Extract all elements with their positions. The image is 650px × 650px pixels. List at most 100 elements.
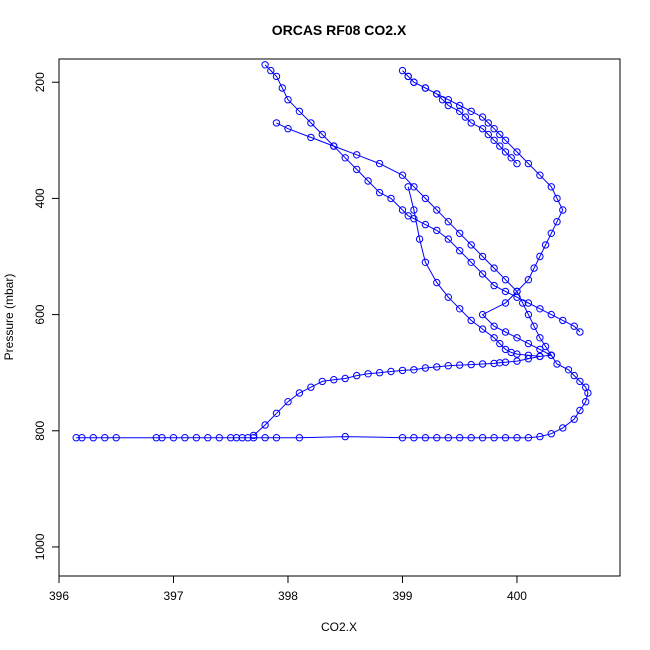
data-point bbox=[576, 328, 584, 336]
data-point bbox=[404, 212, 412, 220]
data-point bbox=[570, 322, 578, 330]
data-point bbox=[232, 434, 241, 442]
data-point bbox=[559, 316, 567, 325]
data-point bbox=[456, 229, 464, 238]
data-point bbox=[438, 96, 447, 104]
data-point bbox=[318, 377, 326, 386]
data-point bbox=[490, 334, 498, 342]
data-point bbox=[547, 229, 555, 238]
data-point bbox=[490, 281, 498, 290]
y-tick-label: 1000 bbox=[33, 533, 47, 560]
data-point bbox=[507, 154, 515, 162]
data-point bbox=[433, 434, 441, 442]
data-point bbox=[415, 235, 424, 243]
data-point bbox=[467, 119, 475, 127]
data-point bbox=[501, 345, 510, 354]
data-point bbox=[490, 359, 498, 368]
data-point bbox=[490, 136, 498, 145]
data-point bbox=[272, 119, 281, 127]
data-point bbox=[456, 434, 464, 442]
data-point bbox=[501, 148, 510, 156]
series-line bbox=[407, 186, 540, 357]
data-point bbox=[478, 310, 487, 319]
data-point bbox=[513, 357, 521, 365]
data-point bbox=[467, 258, 475, 266]
data-point bbox=[513, 434, 521, 442]
data-point bbox=[375, 188, 384, 197]
x-axis-label: CO2.X bbox=[321, 620, 357, 634]
data-point bbox=[375, 159, 384, 168]
y-axis: 200 400 600 800 1000 bbox=[33, 72, 59, 560]
y-tick-label: 800 bbox=[33, 420, 47, 440]
data-point bbox=[192, 434, 201, 442]
data-point bbox=[582, 383, 590, 391]
data-point bbox=[478, 325, 487, 333]
data-point bbox=[524, 351, 533, 359]
data-point bbox=[267, 66, 275, 75]
series-2 bbox=[249, 351, 555, 440]
data-point bbox=[461, 113, 470, 121]
data-point bbox=[410, 215, 418, 223]
data-point bbox=[307, 119, 315, 127]
x-tick-label: 396 bbox=[49, 589, 69, 603]
data-point bbox=[513, 148, 521, 156]
data-point bbox=[547, 183, 555, 191]
data-point bbox=[496, 339, 504, 348]
data-point bbox=[410, 434, 418, 442]
data-point bbox=[101, 434, 109, 442]
data-point bbox=[169, 434, 178, 442]
x-tick-label: 397 bbox=[163, 589, 183, 603]
data-point bbox=[364, 177, 372, 185]
data-point bbox=[559, 206, 567, 214]
x-axis: 396 397 398 399 400 bbox=[49, 576, 527, 603]
data-point bbox=[444, 293, 452, 301]
data-point bbox=[536, 352, 544, 361]
data-point bbox=[564, 366, 573, 374]
data-point bbox=[490, 434, 498, 442]
data-point bbox=[524, 310, 533, 319]
data-point bbox=[307, 133, 315, 142]
data-point bbox=[478, 270, 487, 278]
data-point bbox=[524, 339, 533, 348]
data-point bbox=[570, 415, 578, 423]
series-1 bbox=[72, 66, 592, 442]
data-point bbox=[330, 376, 338, 384]
data-point bbox=[398, 366, 407, 375]
data-point bbox=[501, 136, 510, 145]
data-point bbox=[204, 434, 212, 442]
data-point bbox=[530, 322, 538, 330]
data-point bbox=[513, 350, 521, 358]
data-point bbox=[410, 366, 418, 374]
data-point bbox=[478, 113, 487, 121]
data-point bbox=[444, 218, 452, 226]
data-point bbox=[272, 434, 281, 442]
data-point bbox=[444, 434, 452, 442]
data-point bbox=[387, 194, 395, 203]
data-point bbox=[398, 206, 407, 214]
data-point bbox=[398, 66, 407, 75]
data-point bbox=[444, 362, 452, 370]
data-point bbox=[398, 171, 407, 179]
data-point bbox=[404, 183, 412, 191]
data-point bbox=[433, 363, 441, 371]
data-point bbox=[272, 409, 281, 417]
data-point bbox=[353, 165, 361, 174]
data-point bbox=[72, 434, 80, 442]
data-point bbox=[375, 369, 384, 377]
series-layer bbox=[72, 61, 592, 442]
data-point bbox=[536, 345, 544, 354]
data-point bbox=[295, 107, 304, 116]
data-point bbox=[410, 206, 418, 214]
data-point bbox=[421, 434, 430, 442]
data-point bbox=[421, 364, 430, 372]
data-point bbox=[318, 130, 326, 139]
data-point bbox=[501, 299, 510, 307]
data-point bbox=[496, 359, 504, 367]
data-point bbox=[490, 322, 498, 330]
chart-title: ORCAS RF08 CO2.X bbox=[272, 22, 407, 38]
data-point bbox=[307, 383, 315, 391]
data-point bbox=[341, 154, 349, 162]
data-point bbox=[295, 434, 304, 442]
data-point bbox=[249, 431, 258, 440]
